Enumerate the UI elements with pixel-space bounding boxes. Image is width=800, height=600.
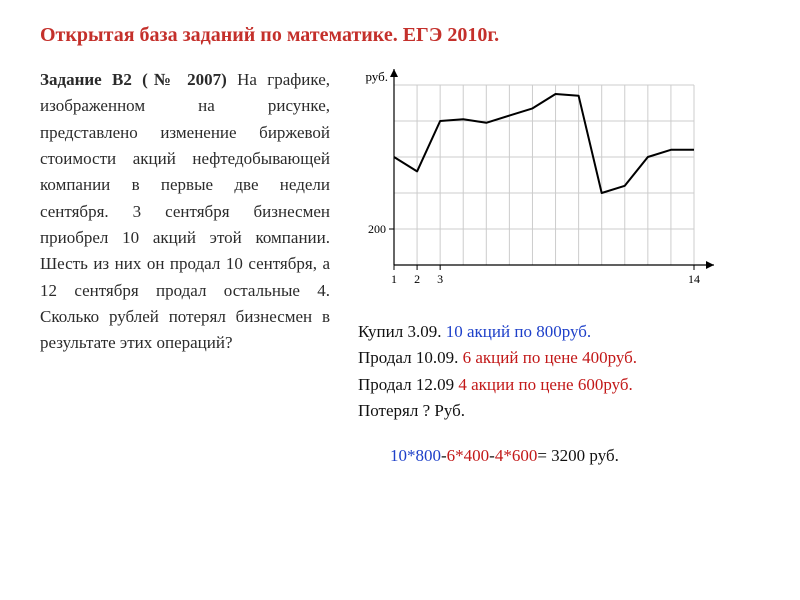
solution-prefix: Потерял ? Руб. — [358, 401, 465, 420]
svg-text:14: 14 — [688, 272, 700, 286]
calc-part: = 3200 руб. — [537, 446, 619, 465]
svg-text:1: 1 — [391, 272, 397, 286]
solution-prefix: Купил 3.09. — [358, 322, 446, 341]
task-column: Задание B2 (№ 2007) На графике, изображе… — [40, 67, 330, 466]
stock-chart: 1 2 3 14 200 руб. — [358, 67, 728, 297]
right-column: 1 2 3 14 200 руб. Купил 3.09. 10 акций по 800… — [350, 67, 760, 466]
svg-text:200: 200 — [368, 222, 386, 236]
calculation: 10*800-6*400-4*600= 3200 руб. — [390, 446, 760, 466]
solution-value: 4 акции по цене 600руб. — [458, 375, 632, 394]
svg-text:3: 3 — [437, 272, 443, 286]
calc-part: 4*600 — [495, 446, 538, 465]
calc-part: 10*800 — [390, 446, 441, 465]
solution-line: Потерял ? Руб. — [358, 398, 760, 424]
calc-part: 6*400 — [447, 446, 490, 465]
solution-line: Продал 10.09. 6 акций по цене 400руб. — [358, 345, 760, 371]
solution-value: 6 акций по цене 400руб. — [463, 348, 637, 367]
solution-prefix: Продал 10.09. — [358, 348, 463, 367]
solution-line: Купил 3.09. 10 акций по 800руб. — [358, 319, 760, 345]
solution-prefix: Продал 12.09 — [358, 375, 458, 394]
task-label: Задание B2 (№ 2007) — [40, 70, 227, 89]
svg-text:руб.: руб. — [365, 69, 388, 84]
task-text: Задание B2 (№ 2007) На графике, изображе… — [40, 67, 330, 357]
solution-value: 10 акций по 800руб. — [446, 322, 591, 341]
task-body: На графике, изображенном на рисунке, пре… — [40, 70, 330, 352]
solution-line: Продал 12.09 4 акции по цене 600руб. — [358, 372, 760, 398]
solution-block: Купил 3.09. 10 акций по 800руб.Продал 10… — [358, 319, 760, 424]
main-layout: Задание B2 (№ 2007) На графике, изображе… — [40, 67, 760, 466]
page-title: Открытая база заданий по математике. ЕГЭ… — [40, 24, 760, 47]
svg-text:2: 2 — [414, 272, 420, 286]
